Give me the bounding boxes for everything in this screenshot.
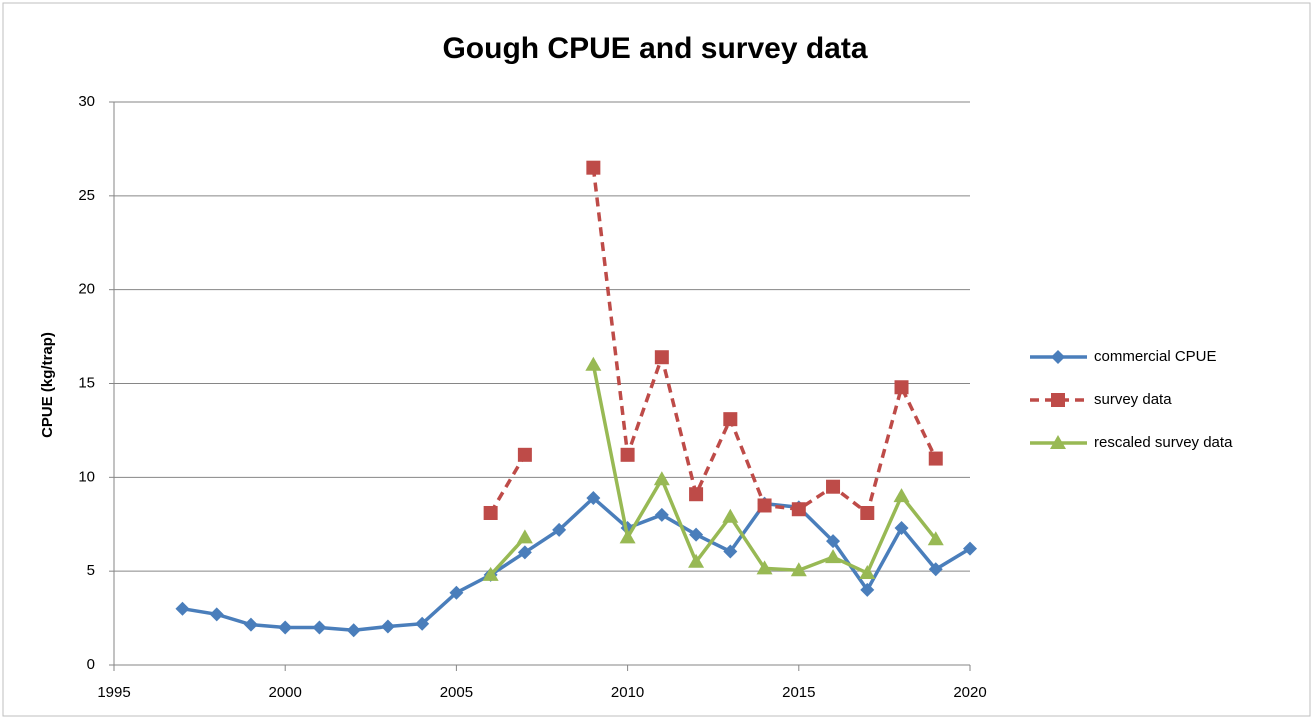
square-marker <box>723 412 738 427</box>
x-tick-label: 2000 <box>269 684 302 701</box>
legend-label: survey data <box>1094 391 1172 408</box>
diamond-marker <box>894 521 909 536</box>
y-tick-label: 15 <box>78 374 95 391</box>
square-marker <box>586 160 601 175</box>
diamond-marker <box>243 617 258 632</box>
chart-title: Gough CPUE and survey data <box>442 32 867 65</box>
diamond-marker <box>380 619 395 634</box>
legend-marker <box>1051 393 1065 407</box>
y-tick-label: 0 <box>87 656 95 673</box>
diamond-marker <box>552 522 567 537</box>
legend-marker <box>1050 435 1066 449</box>
square-marker <box>517 447 532 462</box>
triangle-marker <box>516 529 533 544</box>
y-tick-label: 25 <box>78 187 95 204</box>
triangle-marker <box>585 356 602 371</box>
triangle-marker <box>859 565 876 580</box>
x-tick-label: 1995 <box>97 684 130 701</box>
diamond-marker <box>312 620 327 635</box>
square-marker <box>894 380 909 395</box>
triangle-marker <box>688 553 705 568</box>
diamond-marker <box>654 507 669 522</box>
y-tick-label: 10 <box>78 468 95 485</box>
diamond-marker <box>517 545 532 560</box>
diamond-marker <box>963 541 977 556</box>
diamond-marker <box>689 527 704 542</box>
legend-label: commercial CPUE <box>1094 348 1217 365</box>
x-tick-label: 2005 <box>440 684 473 701</box>
triangle-marker <box>482 566 499 581</box>
triangle-marker <box>927 531 944 546</box>
square-marker <box>483 505 498 520</box>
x-tick-label: 2015 <box>782 684 815 701</box>
diamond-marker <box>826 534 841 549</box>
y-axis-label: CPUE (kg/trap) <box>39 332 56 438</box>
diamond-marker <box>928 562 943 577</box>
square-marker <box>689 487 704 502</box>
legend-marker <box>1051 350 1065 364</box>
y-tick-label: 20 <box>78 281 95 298</box>
triangle-marker <box>619 529 636 544</box>
diamond-marker <box>415 616 430 631</box>
y-tick-label: 30 <box>78 93 95 110</box>
diamond-marker <box>175 601 190 616</box>
square-marker <box>791 502 806 517</box>
y-tick-label: 5 <box>87 562 95 579</box>
diamond-marker <box>209 607 224 622</box>
square-marker <box>620 447 635 462</box>
triangle-marker <box>756 560 773 575</box>
triangle-marker <box>790 562 807 577</box>
diamond-marker <box>346 623 361 638</box>
triangle-marker <box>893 488 910 503</box>
diamond-marker <box>449 585 464 600</box>
triangle-marker <box>825 549 842 564</box>
triangle-marker <box>653 471 670 486</box>
diamond-marker <box>278 620 293 635</box>
square-marker <box>928 451 943 466</box>
diamond-marker <box>586 490 601 505</box>
legend-label: rescaled survey data <box>1094 434 1233 451</box>
x-tick-label: 2020 <box>953 684 986 701</box>
diamond-marker <box>860 582 875 597</box>
square-marker <box>757 498 772 513</box>
square-marker <box>826 479 841 494</box>
x-tick-label: 2010 <box>611 684 644 701</box>
square-marker <box>860 505 875 520</box>
triangle-marker <box>722 508 739 523</box>
square-marker <box>654 350 669 365</box>
diamond-marker <box>723 544 738 559</box>
